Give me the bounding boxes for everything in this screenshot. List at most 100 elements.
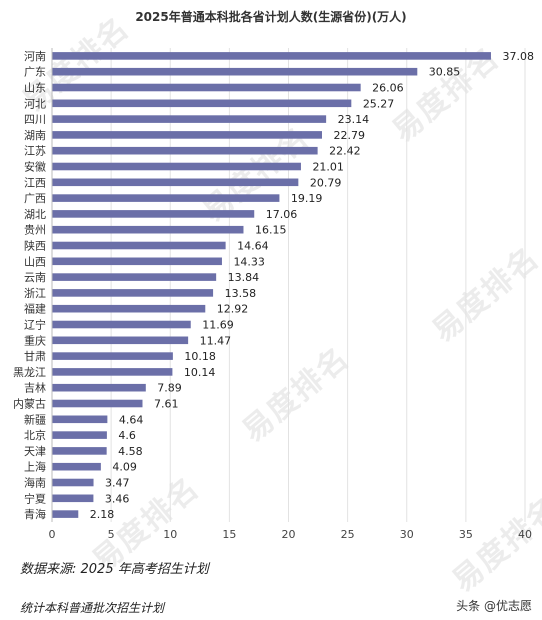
- account-tag[interactable]: 头条 @优志愿: [456, 597, 532, 614]
- bar: [52, 146, 318, 155]
- category-label: 福建: [24, 302, 46, 316]
- value-label: 20.79: [310, 176, 342, 189]
- value-label: 4.58: [118, 445, 143, 458]
- bar: [52, 289, 214, 297]
- value-label: 14.33: [233, 255, 265, 268]
- category-label: 湖北: [24, 208, 46, 221]
- category-label: 湖南: [24, 129, 46, 142]
- bar: [52, 131, 322, 139]
- category-label: 河北: [24, 97, 46, 110]
- value-label: 37.08: [502, 50, 534, 63]
- value-label: 21.01: [312, 161, 344, 174]
- value-label: 14.64: [237, 240, 268, 253]
- category-label: 海南: [24, 476, 46, 490]
- bar: [52, 115, 327, 123]
- value-label: 13.84: [228, 271, 260, 284]
- bar: [52, 320, 191, 329]
- bar-chart: 0 5 10 15 20 25 30 35 40 河南 37.08 广东 30.85 山东 26.06 河北 2…: [13, 48, 534, 541]
- value-label: 22.79: [333, 129, 365, 142]
- category-label: 江西: [24, 176, 46, 189]
- value-label: 19.19: [291, 192, 323, 205]
- value-label: 13.58: [225, 287, 257, 300]
- category-label: 江苏: [24, 145, 46, 158]
- category-label: 山西: [24, 255, 46, 268]
- x-tick-label: 35: [459, 528, 473, 541]
- bar: [52, 178, 299, 187]
- value-label: 10.18: [184, 350, 216, 363]
- x-tick-label: 25: [341, 528, 355, 541]
- category-label: 山东: [24, 82, 46, 95]
- bar: [52, 225, 244, 234]
- bar: [52, 194, 280, 202]
- category-label: 辽宁: [24, 318, 46, 332]
- category-label: 贵州: [24, 224, 46, 237]
- bar: [52, 83, 361, 92]
- category-label: 云南: [24, 271, 46, 284]
- value-label: 4.09: [112, 461, 137, 474]
- bar: [52, 304, 206, 313]
- bar: [52, 162, 301, 171]
- x-tick-label: 10: [163, 528, 177, 541]
- x-tick-label: 5: [108, 528, 115, 541]
- category-label: 内蒙古: [13, 397, 46, 411]
- value-label: 7.61: [154, 398, 179, 411]
- bar: [52, 336, 189, 345]
- value-label: 16.15: [255, 224, 287, 237]
- bar: [52, 257, 222, 266]
- value-label: 4.6: [118, 429, 135, 442]
- value-label: 2.18: [90, 508, 115, 521]
- bar: [52, 67, 418, 76]
- value-label: 11.69: [202, 319, 234, 332]
- x-tick-label: 40: [518, 528, 532, 541]
- category-label: 天津: [24, 445, 46, 458]
- bar: [52, 352, 173, 360]
- category-label: 重庆: [24, 333, 46, 347]
- category-label: 广东: [24, 66, 46, 79]
- bar: [52, 494, 94, 503]
- value-label: 4.64: [119, 413, 144, 426]
- value-label: 3.46: [105, 492, 129, 505]
- bar: [52, 510, 79, 518]
- bar: [52, 399, 143, 408]
- bar: [52, 273, 217, 281]
- bar: [52, 210, 255, 218]
- value-label: 10.14: [184, 366, 216, 379]
- x-tick-label: 0: [49, 528, 56, 541]
- bar: [52, 368, 173, 376]
- x-tick-label: 20: [282, 528, 296, 541]
- bar: [52, 462, 101, 471]
- footer-note: 统计本科普通批次招生计划: [20, 601, 165, 615]
- bar: [52, 415, 108, 424]
- account-label: 头条 @优志愿: [456, 599, 532, 613]
- x-tick-label: 30: [400, 528, 414, 541]
- x-tick-label: 15: [222, 528, 236, 541]
- category-label: 甘肃: [24, 350, 46, 363]
- category-label: 吉林: [24, 381, 46, 395]
- bar: [52, 478, 94, 487]
- category-label: 安徽: [24, 160, 46, 174]
- bar: [52, 52, 491, 60]
- category-label: 青海: [24, 507, 46, 521]
- value-label: 30.85: [429, 66, 461, 79]
- value-label: 22.42: [329, 145, 361, 158]
- value-label: 12.92: [217, 303, 249, 316]
- value-label: 7.89: [157, 382, 182, 395]
- category-label: 浙江: [24, 287, 46, 300]
- category-label: 四川: [24, 113, 46, 126]
- value-label: 11.47: [200, 334, 232, 347]
- value-label: 23.14: [338, 113, 370, 126]
- value-label: 25.27: [363, 97, 395, 110]
- value-label: 26.06: [372, 82, 404, 95]
- category-label: 北京: [24, 428, 46, 442]
- bar: [52, 99, 352, 108]
- category-label: 黑龙江: [13, 366, 46, 379]
- category-label: 河南: [24, 50, 46, 63]
- bar: [52, 383, 146, 392]
- bar: [52, 241, 226, 250]
- category-label: 新疆: [24, 412, 46, 426]
- value-label: 17.06: [266, 208, 298, 221]
- category-label: 上海: [24, 460, 46, 474]
- bar: [52, 447, 107, 455]
- category-label: 广西: [24, 192, 46, 205]
- category-label: 陕西: [24, 239, 46, 253]
